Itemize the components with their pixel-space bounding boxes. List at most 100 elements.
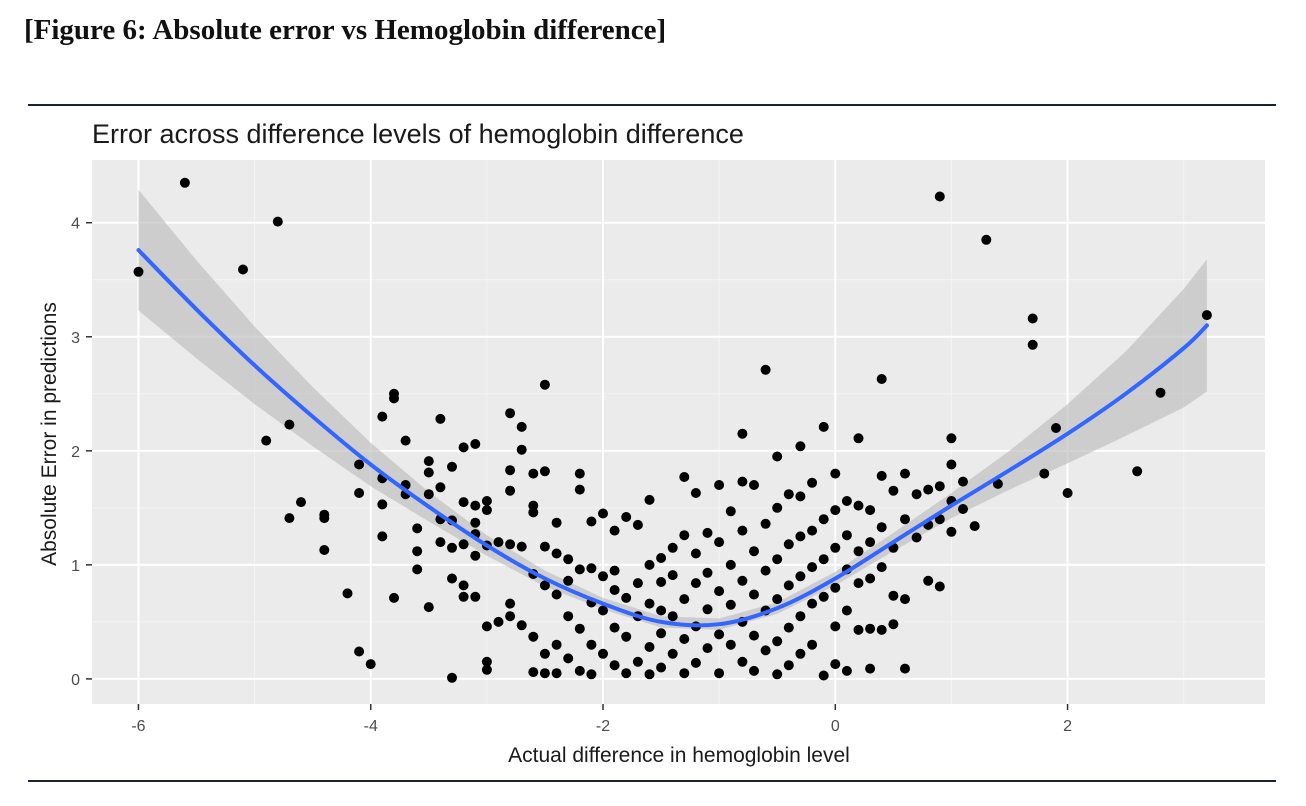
data-point: [853, 500, 864, 511]
data-point: [377, 411, 388, 422]
data-point: [656, 628, 667, 639]
data-point: [830, 468, 841, 479]
data-point: [447, 461, 457, 472]
data-point: [481, 664, 492, 675]
data-point: [539, 466, 550, 477]
data-point: [505, 465, 516, 476]
data-point: [586, 639, 597, 650]
data-point: [679, 472, 690, 482]
data-point: [528, 507, 539, 518]
data-point: [1027, 313, 1038, 324]
x-tick-label: -4: [364, 718, 378, 735]
data-point: [795, 491, 806, 502]
data-point: [133, 266, 144, 277]
data-point: [354, 488, 365, 498]
data-point: [772, 554, 783, 565]
data-point: [760, 565, 771, 576]
data-point: [296, 497, 306, 508]
data-point: [690, 657, 701, 668]
data-point: [354, 646, 365, 657]
data-point: [679, 594, 690, 605]
data-point: [749, 589, 759, 600]
top-rule: [28, 104, 1276, 106]
data-point: [574, 564, 585, 575]
data-point: [493, 537, 504, 548]
data-point: [412, 523, 423, 534]
data-point: [841, 665, 852, 676]
chart-title: Error across difference levels of hemogl…: [92, 119, 744, 149]
data-point: [632, 578, 643, 589]
data-point: [958, 476, 968, 487]
data-point: [679, 634, 690, 644]
data-point: [667, 542, 678, 553]
data-point: [621, 512, 632, 522]
data-point: [470, 439, 481, 449]
x-axis-label: Actual difference in hemoglobin level: [508, 744, 850, 767]
x-axis-ticks: -6 -4 -2 0 2: [131, 704, 1072, 735]
data-point: [714, 537, 725, 548]
data-point: [377, 499, 388, 510]
data-point: [447, 672, 457, 683]
data-point: [621, 668, 632, 679]
data-point: [528, 631, 539, 642]
data-point: [749, 630, 759, 641]
data-point: [539, 668, 550, 679]
data-point: [795, 611, 806, 622]
data-point: [830, 505, 841, 516]
figure-caption: [Figure 6: Absolute error vs Hemoglobin …: [24, 14, 667, 46]
data-point: [830, 621, 841, 632]
data-point: [435, 482, 446, 493]
data-point: [644, 669, 655, 680]
data-point: [516, 421, 527, 432]
data-point: [470, 591, 481, 602]
data-point: [481, 505, 492, 516]
data-point: [505, 485, 516, 496]
y-tick-label: 1: [71, 558, 80, 575]
data-point: [644, 598, 655, 609]
data-point: [284, 419, 295, 430]
data-point: [760, 364, 771, 375]
data-point: [1132, 466, 1143, 477]
x-tick-label: -2: [596, 718, 610, 735]
data-point: [981, 234, 992, 245]
data-point: [447, 573, 457, 584]
data-point: [725, 506, 736, 517]
data-point: [841, 605, 852, 616]
data-point: [1062, 488, 1073, 498]
data-point: [1039, 468, 1050, 479]
data-point: [737, 525, 748, 536]
data-point: [818, 591, 829, 602]
data-point: [412, 564, 423, 575]
data-point: [737, 575, 748, 586]
data-point: [876, 374, 887, 384]
data-point: [528, 468, 539, 479]
data-point: [795, 441, 806, 452]
data-point: [737, 428, 748, 439]
data-point: [934, 191, 945, 202]
data-point: [795, 571, 806, 582]
data-point: [621, 631, 632, 642]
y-tick-label: 0: [71, 672, 80, 689]
data-point: [238, 264, 248, 275]
data-point: [865, 505, 876, 516]
data-point: [876, 522, 887, 533]
data-point: [528, 667, 539, 678]
x-tick-label: 0: [831, 718, 840, 735]
data-point: [551, 639, 562, 650]
data-point: [342, 588, 353, 599]
data-point: [284, 513, 295, 524]
data-point: [656, 605, 667, 616]
data-point: [749, 480, 759, 490]
data-point: [656, 577, 667, 587]
x-tick-label: 2: [1063, 718, 1072, 735]
data-point: [632, 519, 643, 530]
data-point: [621, 592, 632, 603]
data-point: [400, 435, 411, 446]
data-point: [667, 570, 678, 581]
data-point: [609, 660, 620, 671]
data-point: [586, 516, 597, 527]
data-point: [900, 468, 910, 479]
data-point: [992, 478, 1003, 489]
data-point: [841, 496, 852, 506]
